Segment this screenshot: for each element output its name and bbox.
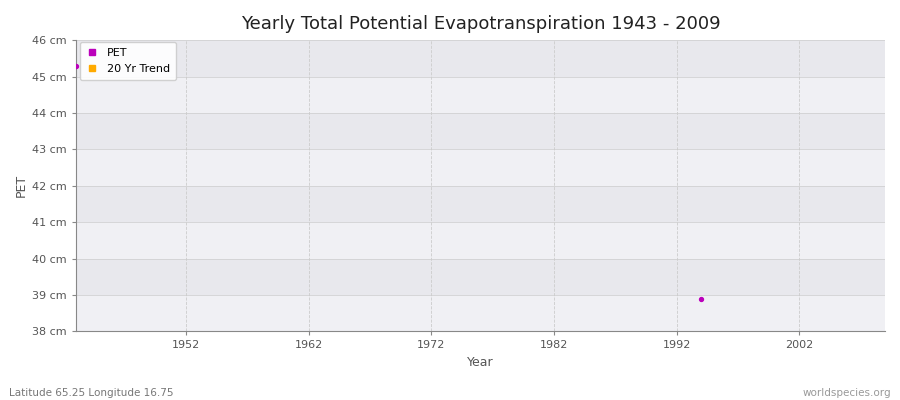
Bar bbox=[76, 76, 885, 113]
Bar bbox=[76, 258, 885, 295]
Point bbox=[68, 63, 83, 70]
Bar bbox=[76, 295, 885, 332]
Legend: PET, 20 Yr Trend: PET, 20 Yr Trend bbox=[80, 42, 176, 80]
Y-axis label: PET: PET bbox=[15, 174, 28, 197]
Point bbox=[694, 296, 708, 302]
Text: worldspecies.org: worldspecies.org bbox=[803, 388, 891, 398]
Bar bbox=[76, 186, 885, 222]
Bar bbox=[76, 149, 885, 186]
Bar bbox=[76, 40, 885, 76]
Title: Yearly Total Potential Evapotranspiration 1943 - 2009: Yearly Total Potential Evapotranspiratio… bbox=[240, 15, 720, 33]
Text: Latitude 65.25 Longitude 16.75: Latitude 65.25 Longitude 16.75 bbox=[9, 388, 174, 398]
Bar bbox=[76, 113, 885, 149]
X-axis label: Year: Year bbox=[467, 356, 494, 369]
Bar bbox=[76, 222, 885, 258]
